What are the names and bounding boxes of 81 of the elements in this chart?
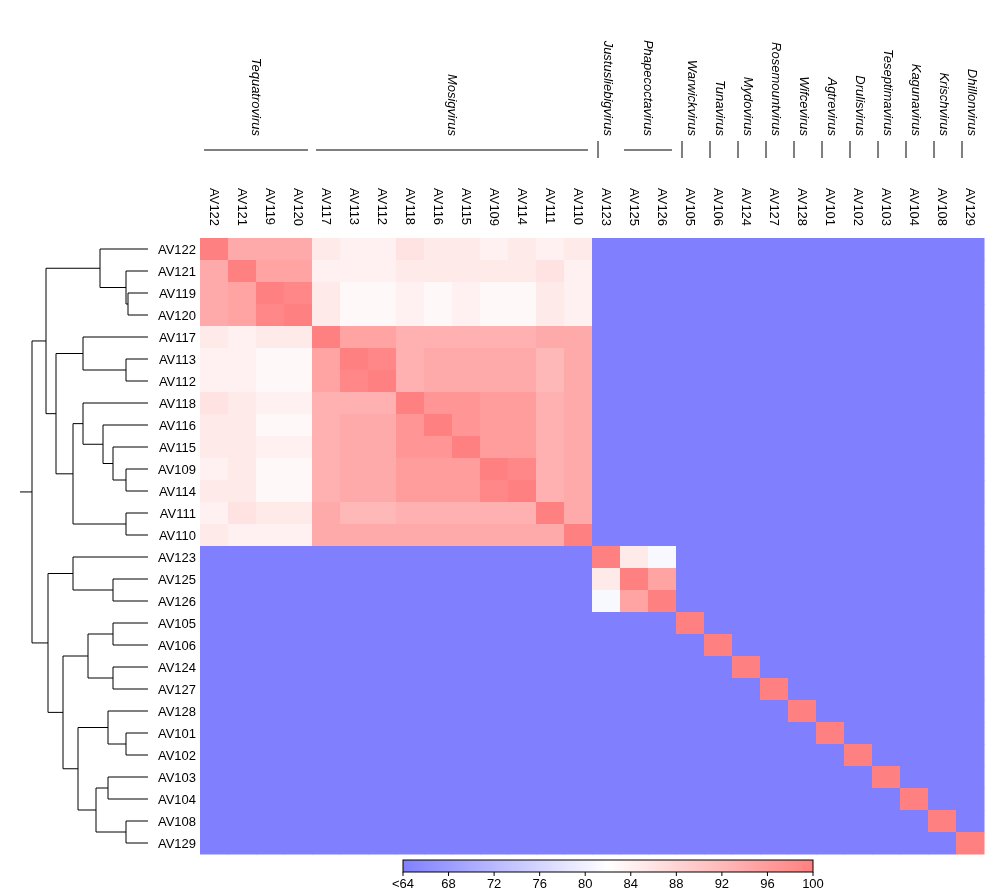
x-tick-label: AV113 [346, 188, 362, 226]
y-tick-label: AV119 [158, 285, 196, 301]
x-tick-label: AV115 [458, 188, 474, 226]
y-tick-label: AV102 [157, 747, 196, 763]
x-tick-label: AV117 [318, 188, 334, 226]
y-tick-label: AV108 [157, 813, 196, 829]
x-tick-label: AV104 [906, 188, 922, 227]
color-bar-label: 84 [623, 876, 639, 891]
color-bar-label: 88 [669, 876, 684, 891]
color-bar-label: <64 [391, 876, 415, 891]
text: Mosigvirus [444, 73, 460, 137]
text: Wifcevirus [796, 76, 812, 137]
y-tick-label: AV126 [157, 593, 196, 609]
y-tick-label: AV113 [158, 351, 196, 367]
text: Kagunavirus [908, 63, 924, 137]
x-tick-label: AV109 [486, 188, 502, 227]
y-tick-label: AV105 [157, 615, 196, 631]
color-bar-label: 72 [486, 876, 502, 891]
y-tick-label: AV127 [157, 681, 196, 697]
color-bar-label: 80 [577, 876, 593, 891]
x-tick-label: AV101 [822, 188, 838, 227]
y-tick-label: AV104 [157, 791, 196, 807]
x-tick-label: AV110 [570, 188, 586, 226]
y-tick-label: AV110 [158, 527, 196, 543]
y-tick-label: AV121 [157, 263, 196, 279]
y-tick-label: AV123 [157, 549, 196, 565]
text: Teseptimavirus [880, 49, 896, 137]
y-tick-label: AV109 [157, 461, 196, 477]
x-tick-label: AV121 [234, 188, 250, 227]
y-tick-label: AV103 [157, 769, 196, 785]
text: Phapecoctavirus [640, 39, 656, 137]
text: Krischvirus [936, 72, 952, 137]
y-tick-label: AV120 [157, 307, 196, 323]
x-tick-label: AV105 [682, 188, 698, 227]
text: Tunavirus [712, 79, 728, 137]
y-tick-label: AV116 [158, 417, 196, 433]
text: Rosemountvirus [768, 42, 784, 137]
x-tick-label: AV112 [374, 188, 390, 226]
text: Warwickvirus [684, 59, 700, 137]
y-tick-label: AV117 [158, 329, 196, 345]
text: Agtrevirus [824, 76, 840, 137]
text: Mydovirus [740, 76, 756, 137]
y-tick-label: AV124 [157, 659, 196, 675]
color-bar-label: 96 [760, 876, 775, 891]
y-tick-label: AV118 [158, 395, 196, 411]
text: Justusliebigvirus [600, 39, 616, 137]
color-bar-label: 92 [714, 876, 730, 891]
x-tick-label: AV114 [514, 188, 530, 226]
x-tick-label: AV129 [962, 188, 978, 227]
y-tick-label: AV125 [157, 571, 196, 587]
color-bar-label: 68 [441, 876, 456, 891]
x-tick-label: AV102 [850, 188, 866, 227]
x-tick-label: AV118 [402, 188, 418, 226]
y-tick-label: AV114 [158, 483, 196, 499]
y-tick-label: AV122 [157, 241, 196, 257]
y-tick-label: AV112 [158, 373, 196, 389]
x-tick-label: AV108 [934, 188, 950, 227]
x-tick-label: AV126 [654, 188, 670, 227]
x-tick-label: AV106 [710, 188, 726, 227]
y-tick-label: AV111 [159, 505, 196, 521]
x-tick-label: AV120 [290, 188, 306, 227]
text: Tequatrovirus [248, 57, 264, 137]
x-tick-label: AV119 [262, 188, 278, 226]
x-tick-label: AV116 [430, 188, 446, 226]
y-tick-label: AV106 [157, 637, 196, 653]
x-tick-label: AV103 [878, 188, 894, 227]
y-tick-label: AV115 [158, 439, 196, 455]
y-tick-label: AV129 [157, 835, 196, 851]
x-tick-label: AV125 [626, 188, 642, 227]
y-tick-label: AV101 [157, 725, 196, 741]
color-bar-label: 76 [532, 876, 547, 891]
y-tick-label: AV128 [157, 703, 196, 719]
color-bar-label: 100 [802, 876, 824, 891]
x-tick-label: AV122 [206, 188, 222, 227]
x-tick-label: AV127 [766, 188, 782, 227]
text: Drulisvirus [852, 75, 868, 137]
text: Dhillonvirus [964, 68, 980, 137]
x-tick-label: AV123 [598, 188, 614, 227]
x-tick-label: AV124 [738, 188, 754, 227]
x-tick-label: AV128 [794, 188, 810, 227]
x-tick-label: AV111 [542, 188, 558, 225]
